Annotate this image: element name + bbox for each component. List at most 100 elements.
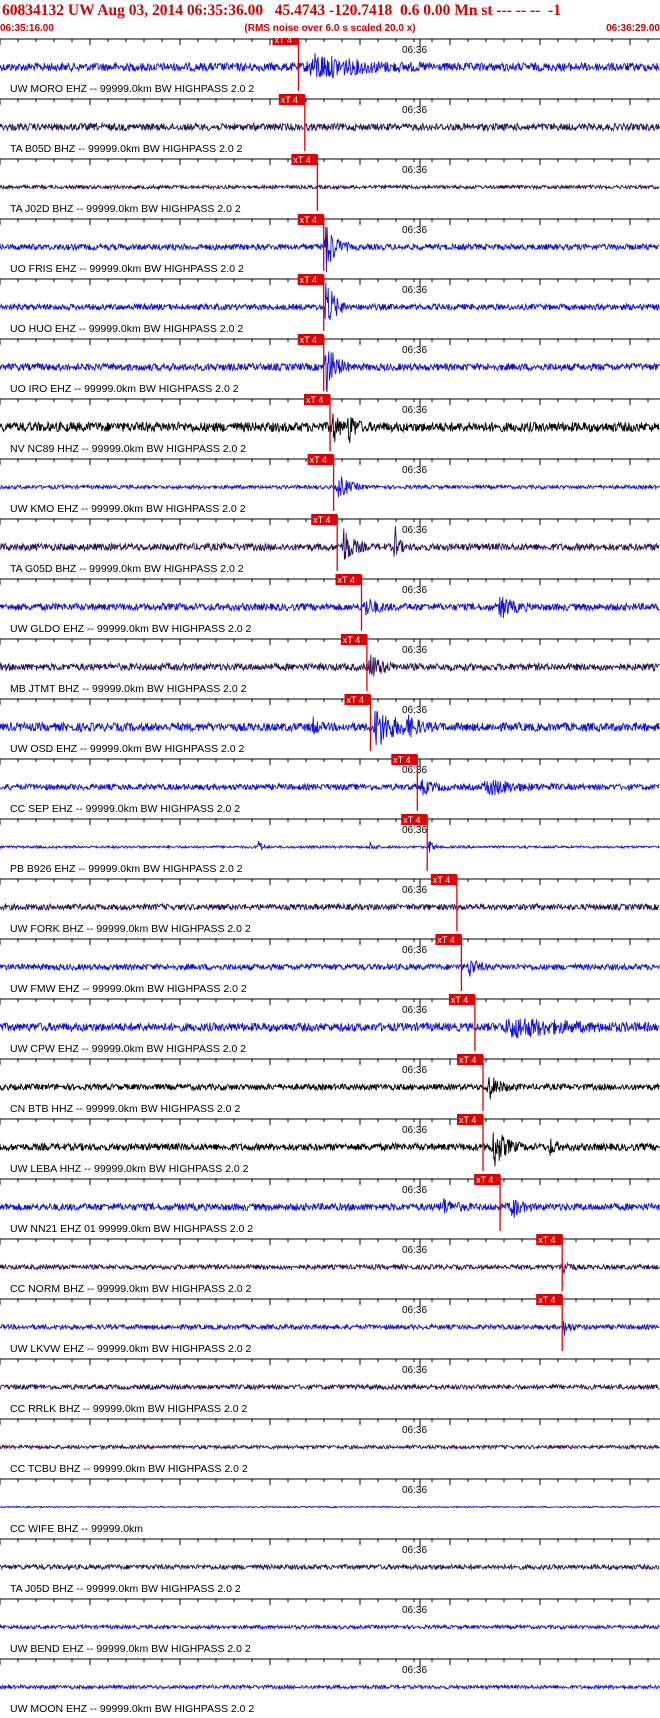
pick-label: xT 4 <box>313 515 330 525</box>
pick-marker: xT 4 <box>430 874 458 931</box>
waveform-trace <box>0 902 660 912</box>
pick-label: xT 4 <box>306 395 323 405</box>
pick-label: xT 4 <box>347 695 364 705</box>
trace-axis: 06:36 <box>0 1358 660 1376</box>
pick-marker: xT 4 <box>297 274 325 331</box>
time-axes: 06:36 06:36 06:36 06:36 06:36 06:36 06:36 06:36… <box>0 38 660 1676</box>
pick-label: xT 4 <box>403 815 420 825</box>
waveform-trace <box>0 1505 660 1509</box>
waveform-trace <box>0 596 660 619</box>
pick-label: xT 4 <box>281 95 298 105</box>
trace-axis: 06:36 <box>0 998 660 1016</box>
trace-label: UO IRO EHZ -- 99999.0km BW HIGHPASS 2.0 … <box>10 383 239 395</box>
trace-label: MB JTMT BHZ -- 99999.0km BW HIGHPASS 2.0… <box>10 683 247 695</box>
trace-label: CC WIFE BHZ -- 99999.0km <box>10 1523 143 1535</box>
minute-tick-label: 06:36 <box>402 525 427 536</box>
seismogram-plot: 06:36 06:36 06:36 06:36 06:36 06:36 06:36 06:36… <box>0 38 660 1715</box>
pick-label: xT 4 <box>459 1115 476 1125</box>
trace-label: UW FORK BHZ -- 99999.0km BW HIGHPASS 2.0… <box>10 923 251 935</box>
minute-tick-label: 06:36 <box>402 1665 427 1676</box>
pick-label: xT 4 <box>433 875 450 885</box>
pick-marker: xT 4 <box>435 934 463 991</box>
trace-label: UW CPW EHZ -- 99999.0km BW HIGHPASS 2.0 … <box>10 1043 246 1055</box>
trace-axis: 06:36 <box>0 1118 660 1136</box>
trace-label: CC SEP EHZ -- 99999.0km BW HIGHPASS 2.0 … <box>10 803 240 815</box>
minute-tick-label: 06:36 <box>402 1365 427 1376</box>
pick-marker: xT 4 <box>311 514 338 571</box>
pick-label: xT 4 <box>437 935 454 945</box>
pick-label: xT 4 <box>459 1055 476 1065</box>
waveform-trace <box>0 1018 660 1039</box>
minute-tick-label: 06:36 <box>402 585 427 596</box>
pick-marker: xT 4 <box>340 634 368 691</box>
pick-marker: xT 4 <box>344 694 372 751</box>
trace-axis: 06:36 <box>0 1538 660 1556</box>
trace-axis: 06:36 <box>0 1658 660 1676</box>
pick-label: xT 4 <box>310 455 327 465</box>
minute-tick-label: 06:36 <box>402 1065 427 1076</box>
trace-label: UW NN21 EHZ 01 99999.0km BW HIGHPASS 2.0… <box>10 1223 253 1235</box>
pick-label: xT 4 <box>300 275 317 285</box>
trace-label: UW MORO EHZ -- 99999.0km BW HIGHPASS 2.0… <box>10 83 254 95</box>
pick-marker: xT 4 <box>272 38 300 91</box>
minute-tick-label: 06:36 <box>402 1125 427 1136</box>
waveform-trace <box>0 654 660 677</box>
trace-label: UW BEND EHZ -- 99999.0km BW HIGHPASS 2.0… <box>10 1643 251 1655</box>
trace-axis: 06:36 <box>0 758 660 776</box>
minute-tick-label: 06:36 <box>402 1185 427 1196</box>
trace-axis: 06:36 <box>0 158 660 176</box>
trace-axis: 06:36 <box>0 638 660 656</box>
trace-label: NV NC89 HHZ -- 99999.0km BW HIGHPASS 2.0… <box>10 443 246 455</box>
pick-marker: xT 4 <box>448 994 476 1051</box>
pick-marker: xT 4 <box>536 1294 563 1351</box>
waveform-trace <box>0 526 660 560</box>
trace-labels: UW MORO EHZ -- 99999.0km BW HIGHPASS 2.0… <box>10 83 254 1715</box>
pick-label: xT 4 <box>300 335 317 345</box>
pick-marker: xT 4 <box>391 754 418 811</box>
trace-label: PB B926 EHZ -- 99999.0km BW HIGHPASS 2.0… <box>10 863 243 875</box>
trace-axis: 06:36 <box>0 38 660 56</box>
waveform-trace <box>0 476 660 498</box>
minute-tick-label: 06:36 <box>402 1485 427 1496</box>
waveform-trace <box>0 282 660 321</box>
trace-label: CC RRLK BHZ -- 99999.0km BW HIGHPASS 2.0… <box>10 1403 247 1415</box>
pick-label: xT 4 <box>538 1295 555 1305</box>
waveform-trace <box>0 1261 660 1275</box>
trace-axis: 06:36 <box>0 818 660 836</box>
pick-marker: xT 4 <box>291 154 319 211</box>
minute-tick-label: 06:36 <box>402 165 427 176</box>
trace-axis: 06:36 <box>0 218 660 236</box>
pick-marker: xT 4 <box>297 214 325 271</box>
pick-marker: xT 4 <box>401 814 428 871</box>
pick-label: xT 4 <box>343 635 360 645</box>
waveform-trace <box>0 1683 660 1691</box>
trace-axis: 06:36 <box>0 1418 660 1436</box>
pick-marker: xT 4 <box>457 1054 484 1111</box>
trace-axis: 06:36 <box>0 878 660 896</box>
trace-axis: 06:36 <box>0 278 660 296</box>
pick-marker: xT 4 <box>307 454 335 511</box>
waveform-trace <box>0 121 660 133</box>
pick-marker: xT 4 <box>335 574 363 631</box>
pick-marker: xT 4 <box>474 1174 501 1231</box>
pick-label: xT 4 <box>300 215 317 225</box>
minute-tick-label: 06:36 <box>402 945 427 956</box>
minute-tick-label: 06:36 <box>402 1605 427 1616</box>
waveform-trace <box>0 779 660 796</box>
waveform-trace <box>0 1198 660 1218</box>
pick-label: xT 4 <box>275 38 292 45</box>
waveform-trace <box>0 710 660 746</box>
pick-marker: xT 4 <box>297 334 325 391</box>
waveform-trace <box>0 1132 660 1167</box>
record-header: 60834132 UW Aug 03, 2014 06:35:36.00 45.… <box>0 0 660 40</box>
minute-tick-label: 06:36 <box>402 1305 427 1316</box>
trace-axis: 06:36 <box>0 1058 660 1076</box>
trace-axis: 06:36 <box>0 1298 660 1316</box>
pick-marker: xT 4 <box>457 1114 484 1171</box>
trace-label: CN BTB HHZ -- 99999.0km BW HIGHPASS 2.0 … <box>10 1103 240 1115</box>
trace-label: TA G05D BHZ -- 99999.0km BW HIGHPASS 2.0… <box>10 563 244 575</box>
minute-tick-label: 06:36 <box>402 225 427 236</box>
minute-tick-label: 06:36 <box>402 825 427 836</box>
waveform-trace <box>0 1623 660 1631</box>
trace-label: UW FMW EHZ -- 99999.0km BW HIGHPASS 2.0 … <box>10 983 247 995</box>
